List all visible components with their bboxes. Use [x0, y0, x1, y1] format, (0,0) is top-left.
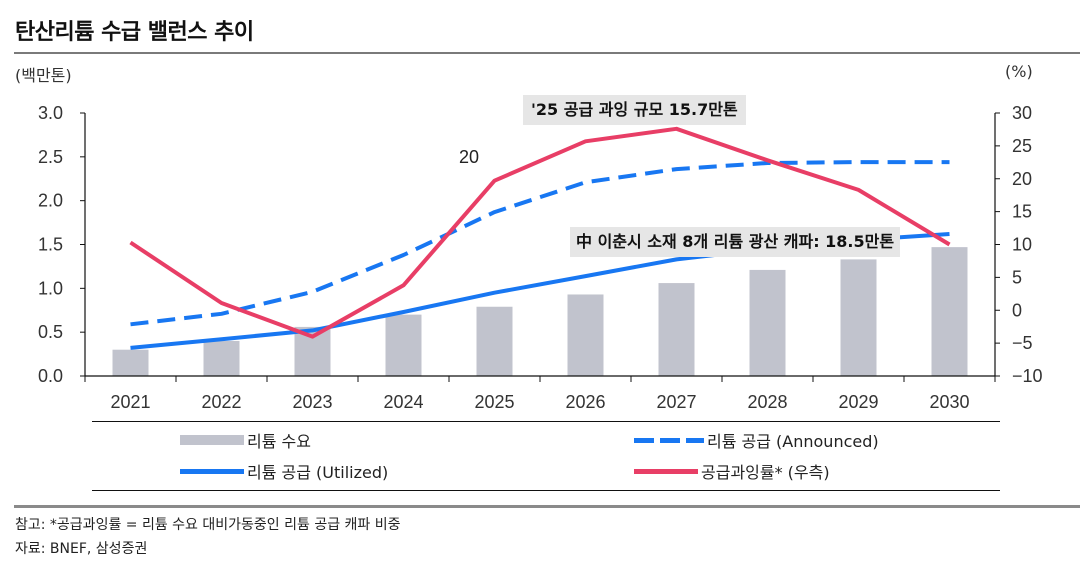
annotation-label-20: 20: [459, 147, 480, 167]
annotation-yichun-capacity: 中 이춘시 소재 8개 리튬 광산 캐파: 18.5만톤: [570, 227, 901, 257]
x-tick-label: 2029: [838, 392, 878, 412]
legend-item-utilized: 리튬 공급 (Utilized): [180, 459, 388, 483]
chart-plot: 0.00.51.01.52.02.53.0−10−505101520253020…: [38, 103, 1043, 412]
legend-item-oversupply: 공급과잉률* (우측): [634, 459, 830, 483]
bar-demand-2022: [203, 340, 240, 376]
x-tick-label: 2022: [201, 392, 241, 412]
right-tick-label: −5: [1012, 333, 1033, 353]
legend-swatch-red: [634, 468, 698, 474]
legend-label: 리튬 수요: [247, 432, 311, 451]
legend-swatch-bar: [180, 435, 244, 445]
left-tick-label: 3.0: [38, 103, 63, 123]
left-tick-label: 0.0: [38, 366, 63, 386]
footer-note: 참고: *공급과잉률 = 리튬 수요 대비가동중인 리튬 공급 캐파 비중: [15, 517, 401, 533]
right-tick-label: 20: [1012, 169, 1032, 189]
x-tick-label: 2027: [656, 392, 696, 412]
title-divider: [14, 52, 1080, 54]
legend-item-announced: 리튬 공급 (Announced): [634, 428, 879, 452]
left-axis-unit: (백만톤): [15, 66, 72, 85]
bar-demand-2024: [385, 314, 422, 376]
right-tick-label: −10: [1012, 366, 1043, 386]
left-tick-label: 1.5: [38, 235, 63, 255]
chart-legend: 리튬 수요 리튬 공급 (Announced) 리튬 공급 (Utilized)…: [92, 421, 1000, 491]
legend-label: 리튬 공급 (Utilized): [247, 463, 389, 482]
x-tick-label: 2024: [383, 392, 423, 412]
x-tick-label: 2023: [292, 392, 332, 412]
left-tick-label: 1.0: [38, 278, 63, 298]
bar-demand-2030: [931, 247, 968, 376]
bar-demand-2027: [658, 283, 695, 376]
right-tick-label: 15: [1012, 202, 1032, 222]
right-tick-label: 30: [1012, 103, 1032, 123]
left-tick-label: 2.0: [38, 191, 63, 211]
legend-swatch-solid: [180, 468, 244, 474]
bar-demand-2023: [294, 326, 331, 376]
line-supply-announced: [130, 160, 950, 327]
left-tick-label: 2.5: [38, 147, 63, 167]
x-tick-label: 2025: [474, 392, 514, 412]
legend-label: 리튬 공급 (Announced): [707, 432, 879, 451]
footer-source: 자료: BNEF, 삼성증권: [15, 541, 148, 557]
chart-title: 탄산리튬 수급 밸런스 추이: [15, 20, 254, 45]
x-tick-label: 2021: [110, 392, 150, 412]
x-tick-label: 2028: [747, 392, 787, 412]
bar-demand-2021: [112, 349, 149, 376]
x-tick-label: 2030: [929, 392, 969, 412]
footer-divider: [14, 505, 1080, 508]
bar-demand-2025: [476, 306, 513, 376]
legend-swatch-dashed: [634, 437, 704, 443]
bar-demand-2029: [840, 259, 877, 376]
annotation-oversupply-2025: '25 공급 과잉 규모 15.7만톤: [523, 95, 746, 125]
right-axis-unit: (%): [1005, 62, 1033, 81]
right-tick-label: 0: [1012, 300, 1022, 320]
x-tick-label: 2026: [565, 392, 605, 412]
legend-label: 공급과잉률* (우측): [701, 463, 830, 482]
left-tick-label: 0.5: [38, 322, 63, 342]
right-tick-label: 25: [1012, 136, 1032, 156]
bar-demand-2028: [749, 269, 786, 376]
bar-demand-2026: [567, 294, 604, 376]
legend-item-demand: 리튬 수요: [180, 428, 311, 452]
right-tick-label: 10: [1012, 235, 1032, 255]
right-tick-label: 5: [1012, 267, 1022, 287]
line-oversupply-rate: [129, 126, 951, 339]
